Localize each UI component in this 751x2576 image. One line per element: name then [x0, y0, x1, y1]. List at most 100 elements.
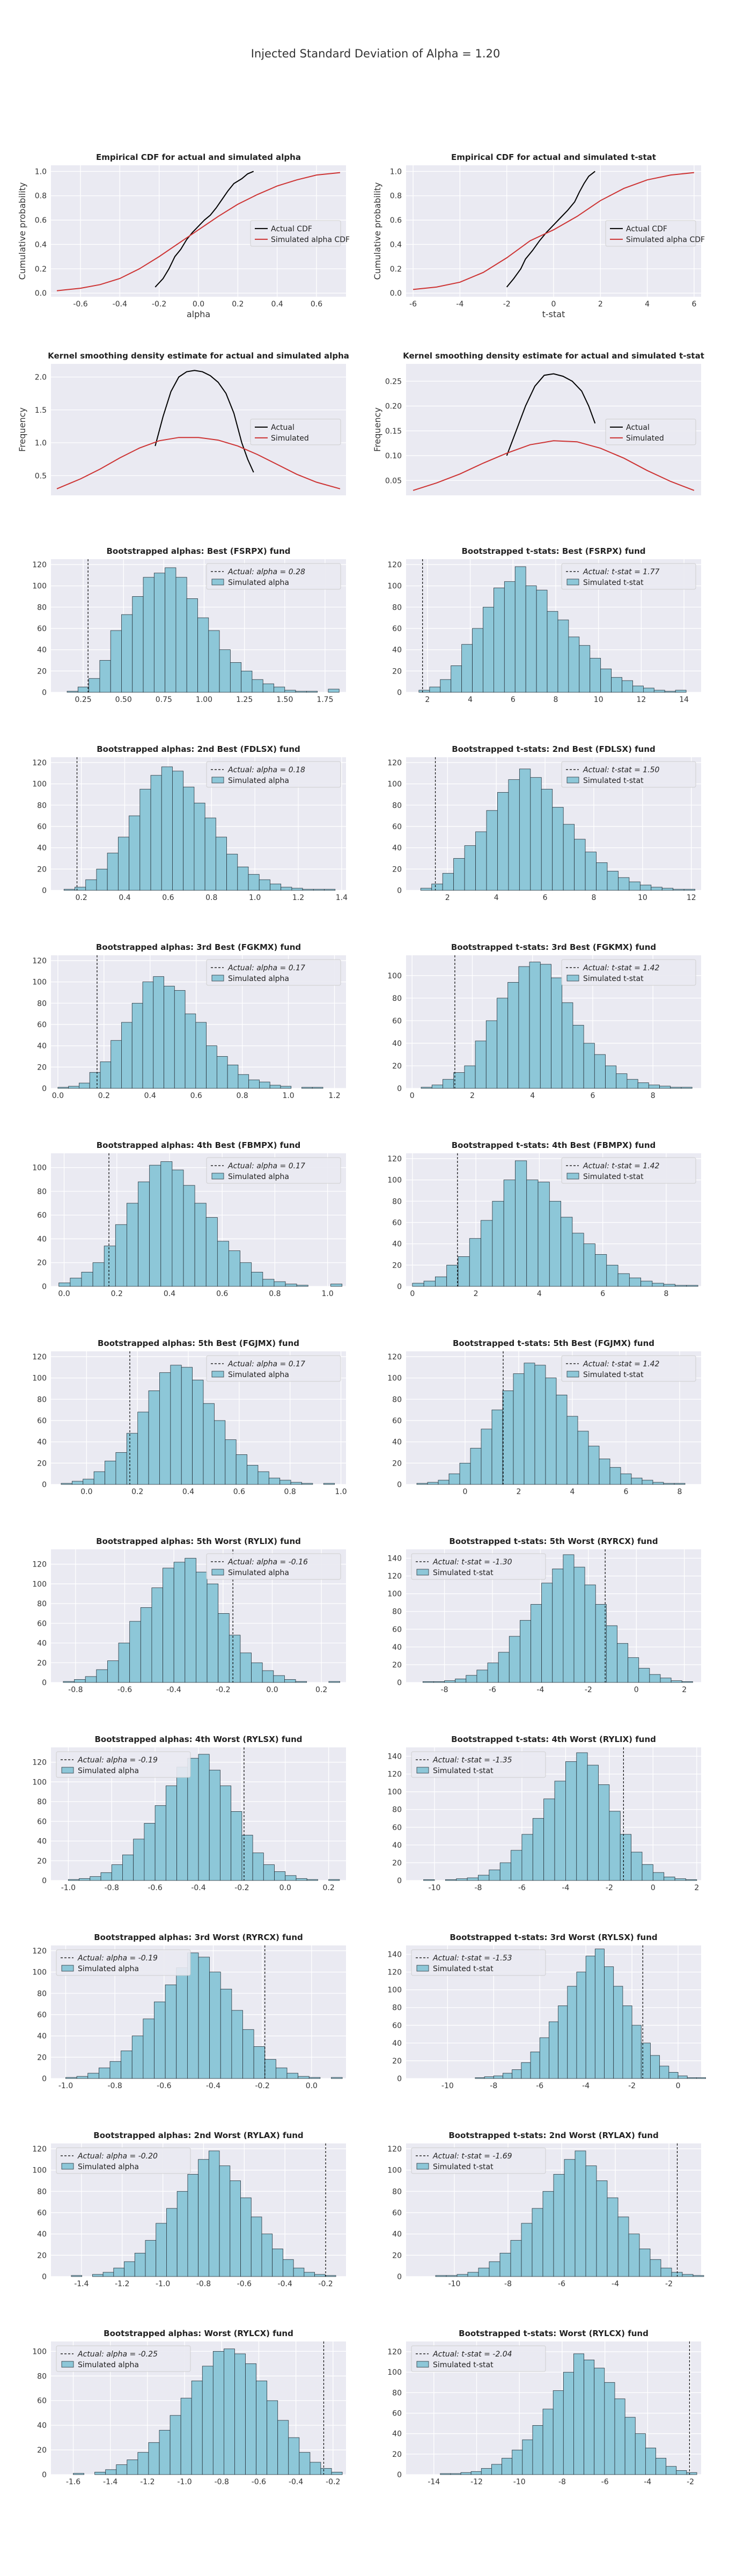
x-tick-label: 1.0	[321, 1290, 333, 1298]
histogram-bar	[154, 1805, 166, 1881]
histogram-bar	[423, 1280, 436, 1287]
histogram-bar	[127, 1203, 138, 1287]
y-tick-label: 0.0	[390, 289, 402, 298]
histogram-bar	[576, 1752, 588, 1881]
y-tick-label: 60	[392, 1824, 402, 1832]
x-tick-label: 0.0	[58, 1290, 70, 1298]
legend-box	[561, 1157, 696, 1184]
legend-box	[206, 1553, 341, 1580]
histogram-bar	[547, 611, 558, 693]
x-tick-label: -0.6	[73, 300, 87, 309]
histogram-bar	[532, 2425, 543, 2475]
x-tick-label: 1.50	[276, 696, 293, 704]
legend-label-simulated: Simulated t-stat	[433, 1569, 494, 1577]
histogram-bar	[613, 1986, 623, 2079]
x-tick-label: -0.4	[278, 2280, 292, 2288]
histogram-bar	[57, 1087, 69, 1089]
legend-label-actual: Actual: t-stat = -1.53	[432, 1954, 512, 1963]
y-tick-label: 80	[392, 2389, 402, 2397]
y-tick-label: 0	[42, 2471, 47, 2479]
histogram-bar	[90, 1876, 101, 1881]
histogram-bar	[598, 1784, 610, 1881]
histogram-bar	[144, 1823, 156, 1881]
histogram-bar	[511, 1850, 522, 1881]
x-tick-label: 2	[517, 1488, 521, 1496]
legend-box	[250, 220, 341, 247]
histogram-bar	[172, 1169, 184, 1287]
y-tick-label: 100	[387, 1788, 402, 1797]
x-tick-label: 1.4	[336, 894, 348, 902]
x-tick-label: 0.8	[237, 1092, 248, 1100]
histogram-bar	[696, 2077, 706, 2079]
y-tick-label: 40	[392, 1040, 402, 1048]
histogram-bar	[617, 2216, 629, 2277]
legend-label-actual: Actual: t-stat = -1.30	[432, 1558, 512, 1567]
y-tick-label: 0.2	[390, 265, 402, 274]
histogram-bar	[296, 1285, 308, 1287]
y-tick-label: 100	[387, 1590, 402, 1599]
histogram-bar	[470, 2471, 482, 2475]
histogram-bar	[554, 1781, 566, 1881]
chart-svg-21: -10 -8 -6 -4 -2 0 20 40 60 80 100 120 Bootstrapped t…	[387, 2131, 704, 2288]
histogram-bar	[600, 668, 612, 693]
x-axis-label: t-stat	[542, 309, 565, 319]
x-tick-label: -0.2	[234, 1884, 249, 1892]
histogram-bar	[652, 1872, 665, 1881]
histogram-bar	[678, 2075, 688, 2079]
chart-svg-2: 0.5 1.0 1.5 2.0 Kernel smoothing density est…	[17, 351, 349, 495]
histogram-bar	[134, 2252, 146, 2277]
histogram-bar	[115, 1224, 127, 1287]
x-tick-label: 14	[679, 696, 689, 704]
x-tick-label: 6	[600, 1290, 605, 1298]
histogram-bar	[595, 1604, 607, 1683]
y-tick-label: 100	[387, 1176, 402, 1185]
x-tick-label: -8	[504, 2280, 512, 2288]
histogram-bar	[304, 2272, 315, 2277]
histogram-bar	[553, 2390, 564, 2475]
x-tick-label: 6	[511, 696, 516, 704]
legend-label: Actual	[271, 423, 294, 432]
histogram-bar	[280, 1086, 292, 1089]
histogram-bar	[587, 1765, 599, 1881]
histogram-bar	[256, 2381, 268, 2475]
histogram-bar	[251, 1272, 263, 1287]
x-tick-label: 0.0	[52, 1092, 64, 1100]
histogram-bar	[148, 2442, 160, 2475]
x-tick-label: -0.4	[167, 1686, 181, 1694]
histogram-bar	[650, 2259, 661, 2277]
legend-label: Actual	[626, 423, 650, 432]
legend-swatch-simulated	[416, 1965, 429, 1972]
histogram-bar	[160, 1161, 173, 1287]
histogram-bar	[666, 2466, 677, 2475]
legend-box	[605, 220, 696, 247]
histogram-bar	[668, 2072, 679, 2079]
histogram-bar	[187, 2174, 199, 2277]
legend-swatch-simulated	[566, 777, 579, 784]
histogram-bar	[631, 1477, 643, 1485]
y-tick-label: 0	[397, 2273, 402, 2281]
chart-svg-14: -0.8 -0.6 -0.4 -0.2 0.0 0.2 0 20 40 60 80 100 120 Boo…	[32, 1536, 346, 1694]
histogram-bar	[585, 852, 597, 891]
histogram-bar	[180, 2398, 192, 2475]
x-tick-label: 1.0	[249, 894, 261, 902]
histogram-bar	[87, 2073, 99, 2079]
histogram-bar	[557, 619, 569, 693]
y-tick-label: 20	[392, 2450, 402, 2459]
y-tick-label: 80	[392, 1608, 402, 1616]
histogram-bar	[142, 982, 154, 1089]
x-tick-label: 0.2	[315, 1686, 327, 1694]
histogram-bar	[524, 1363, 535, 1485]
x-tick-label: 0.2	[75, 894, 87, 902]
histogram-bar	[328, 1681, 340, 1683]
histogram-bar	[270, 883, 282, 891]
x-tick-label: -0.4	[191, 1884, 205, 1892]
y-tick-label: 0	[42, 1283, 47, 1291]
y-tick-label: 40	[37, 646, 47, 655]
histogram-bar	[521, 2223, 533, 2277]
chart-title: Empirical CDF for actual and simulated t…	[451, 152, 656, 162]
y-tick-label: 40	[392, 1240, 402, 1249]
histogram-bar	[161, 766, 173, 891]
chart-title: Bootstrapped alphas: 2nd Worst (RYLAX) f…	[93, 2131, 303, 2140]
histogram-bar	[448, 1473, 460, 1485]
chart-title: Bootstrapped t-stats: Worst (RYLCX) fund	[459, 2329, 649, 2338]
